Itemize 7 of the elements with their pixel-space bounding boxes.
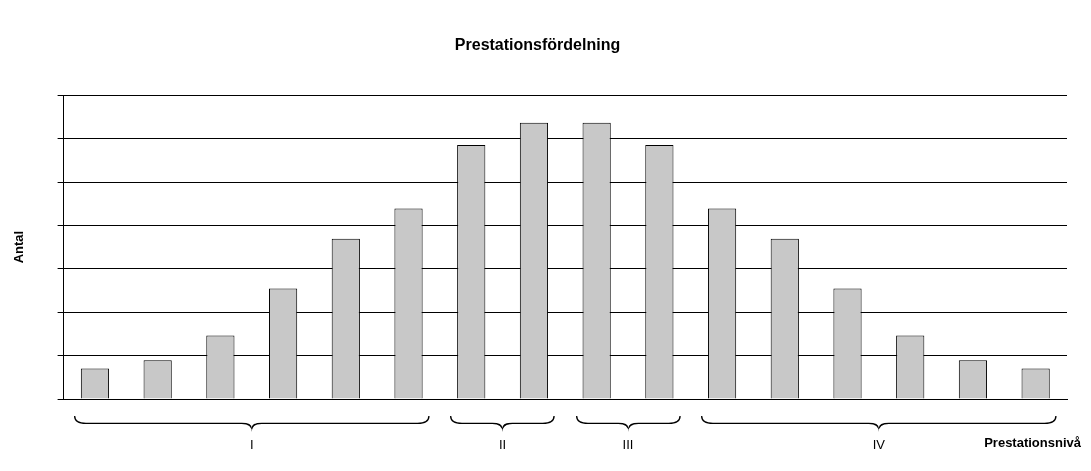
chart-title: Prestationsfördelning <box>454 36 621 54</box>
text: II <box>498 436 507 452</box>
y-axis-title: Antal <box>11 230 27 264</box>
text: III <box>622 436 634 452</box>
text: IV <box>872 436 886 452</box>
x-axis-title: Prestationsnivå <box>984 434 1082 450</box>
text: I <box>249 436 254 452</box>
